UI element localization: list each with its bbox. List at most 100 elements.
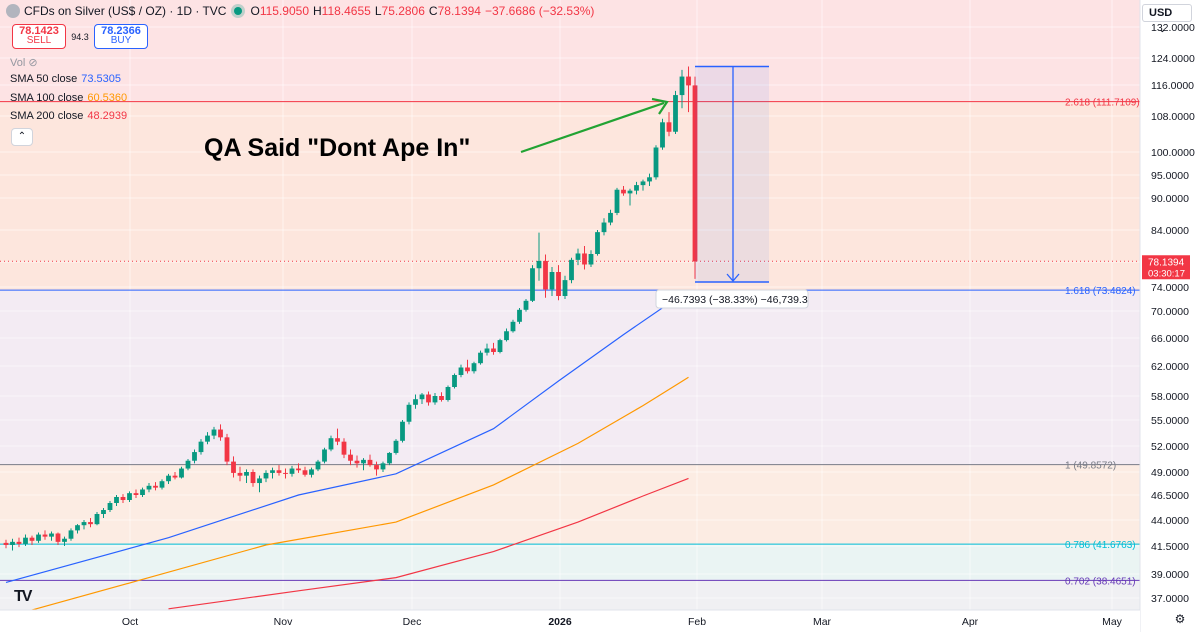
candle[interactable] bbox=[686, 66, 691, 113]
candle[interactable] bbox=[582, 246, 587, 270]
candle[interactable] bbox=[484, 343, 490, 356]
candle[interactable] bbox=[3, 539, 9, 549]
candle[interactable] bbox=[361, 458, 366, 471]
candle[interactable] bbox=[621, 186, 626, 196]
candle[interactable] bbox=[335, 428, 340, 446]
sell-button[interactable]: 78.1423 SELL bbox=[12, 24, 66, 49]
candle[interactable] bbox=[172, 472, 178, 480]
candle[interactable] bbox=[400, 420, 405, 443]
candle[interactable] bbox=[634, 181, 639, 195]
candle[interactable] bbox=[257, 475, 262, 493]
candle[interactable] bbox=[406, 402, 412, 425]
candle[interactable] bbox=[666, 112, 672, 137]
candle[interactable] bbox=[556, 265, 561, 301]
candle[interactable] bbox=[413, 394, 418, 409]
candle[interactable] bbox=[595, 230, 600, 256]
candle[interactable] bbox=[517, 308, 522, 324]
candle[interactable] bbox=[530, 265, 535, 302]
currency-selector[interactable]: USD ⌄ bbox=[1142, 4, 1192, 34]
candle[interactable] bbox=[348, 449, 353, 466]
candle[interactable] bbox=[244, 469, 249, 484]
candle[interactable] bbox=[159, 479, 165, 490]
candle[interactable] bbox=[237, 466, 243, 482]
candle[interactable] bbox=[192, 449, 197, 464]
candle[interactable] bbox=[432, 393, 438, 405]
candle[interactable] bbox=[374, 461, 379, 476]
price-axis[interactable] bbox=[1140, 0, 1200, 632]
candle[interactable] bbox=[198, 439, 204, 455]
annotation-arrow[interactable] bbox=[520, 101, 665, 154]
candle[interactable] bbox=[562, 275, 568, 299]
candle[interactable] bbox=[549, 267, 555, 296]
hidden-eye-icon[interactable]: ⊘ bbox=[28, 57, 38, 69]
measure-box[interactable] bbox=[695, 66, 769, 282]
candle[interactable] bbox=[211, 426, 217, 440]
candle[interactable] bbox=[224, 433, 230, 466]
candle[interactable] bbox=[341, 438, 347, 459]
candle[interactable] bbox=[504, 328, 509, 342]
candle[interactable] bbox=[575, 248, 581, 266]
candle[interactable] bbox=[120, 494, 126, 503]
candle[interactable] bbox=[88, 518, 93, 528]
candle[interactable] bbox=[81, 520, 87, 530]
sma100-legend[interactable]: SMA 100 close 60.5360 bbox=[10, 92, 128, 104]
candle[interactable] bbox=[452, 373, 457, 389]
candle[interactable] bbox=[627, 188, 633, 206]
candle[interactable] bbox=[536, 232, 542, 281]
candle[interactable] bbox=[588, 250, 594, 267]
candle[interactable] bbox=[393, 439, 399, 455]
candle[interactable] bbox=[478, 350, 483, 365]
candle[interactable] bbox=[679, 69, 685, 109]
candle[interactable] bbox=[322, 447, 327, 464]
sma-line-0[interactable] bbox=[5, 289, 689, 583]
candle[interactable] bbox=[653, 145, 659, 180]
candle[interactable] bbox=[250, 469, 256, 487]
candle[interactable] bbox=[29, 535, 35, 545]
candle[interactable] bbox=[445, 385, 451, 402]
buy-button[interactable]: 78.2366 BUY bbox=[94, 24, 148, 49]
candle[interactable] bbox=[283, 468, 288, 479]
candle[interactable] bbox=[166, 473, 171, 484]
candle[interactable] bbox=[309, 467, 314, 478]
collapse-legend-button[interactable]: ⌃ bbox=[11, 128, 33, 146]
candle[interactable] bbox=[458, 364, 464, 378]
sma-line-2[interactable] bbox=[168, 477, 689, 610]
candle[interactable] bbox=[640, 179, 646, 191]
candle[interactable] bbox=[185, 459, 191, 471]
candle[interactable] bbox=[692, 76, 698, 279]
candle[interactable] bbox=[36, 532, 41, 543]
candle[interactable] bbox=[270, 467, 275, 479]
candle[interactable] bbox=[647, 173, 652, 187]
candle[interactable] bbox=[543, 254, 548, 298]
candle[interactable] bbox=[94, 512, 100, 526]
sma-line-1[interactable] bbox=[5, 376, 689, 618]
candle[interactable] bbox=[419, 393, 425, 404]
candle[interactable] bbox=[569, 257, 574, 284]
candle[interactable] bbox=[218, 424, 223, 441]
candle[interactable] bbox=[328, 435, 334, 452]
candle[interactable] bbox=[302, 466, 308, 477]
candle[interactable] bbox=[387, 452, 392, 466]
candle[interactable] bbox=[146, 483, 152, 493]
candle[interactable] bbox=[114, 495, 119, 506]
candle[interactable] bbox=[263, 470, 269, 483]
candle[interactable] bbox=[231, 456, 236, 478]
candle[interactable] bbox=[465, 359, 470, 374]
candle[interactable] bbox=[49, 531, 54, 541]
candle[interactable] bbox=[75, 524, 80, 534]
candle[interactable] bbox=[127, 491, 132, 502]
candle[interactable] bbox=[16, 537, 22, 548]
candle[interactable] bbox=[491, 342, 496, 355]
candle[interactable] bbox=[23, 534, 28, 546]
candle[interactable] bbox=[140, 487, 145, 497]
candle[interactable] bbox=[497, 338, 503, 354]
volume-legend[interactable]: Vol ⊘ bbox=[10, 57, 38, 69]
candle[interactable] bbox=[107, 501, 113, 512]
candle[interactable] bbox=[523, 299, 529, 312]
candle[interactable] bbox=[367, 454, 373, 467]
annotation-text[interactable]: QA Said "Dont Ape In" bbox=[204, 134, 470, 162]
symbol-title[interactable]: CFDs on Silver (US$ / OZ) · 1D · TVC bbox=[24, 4, 227, 18]
candle[interactable] bbox=[608, 209, 613, 226]
candle[interactable] bbox=[380, 461, 386, 472]
